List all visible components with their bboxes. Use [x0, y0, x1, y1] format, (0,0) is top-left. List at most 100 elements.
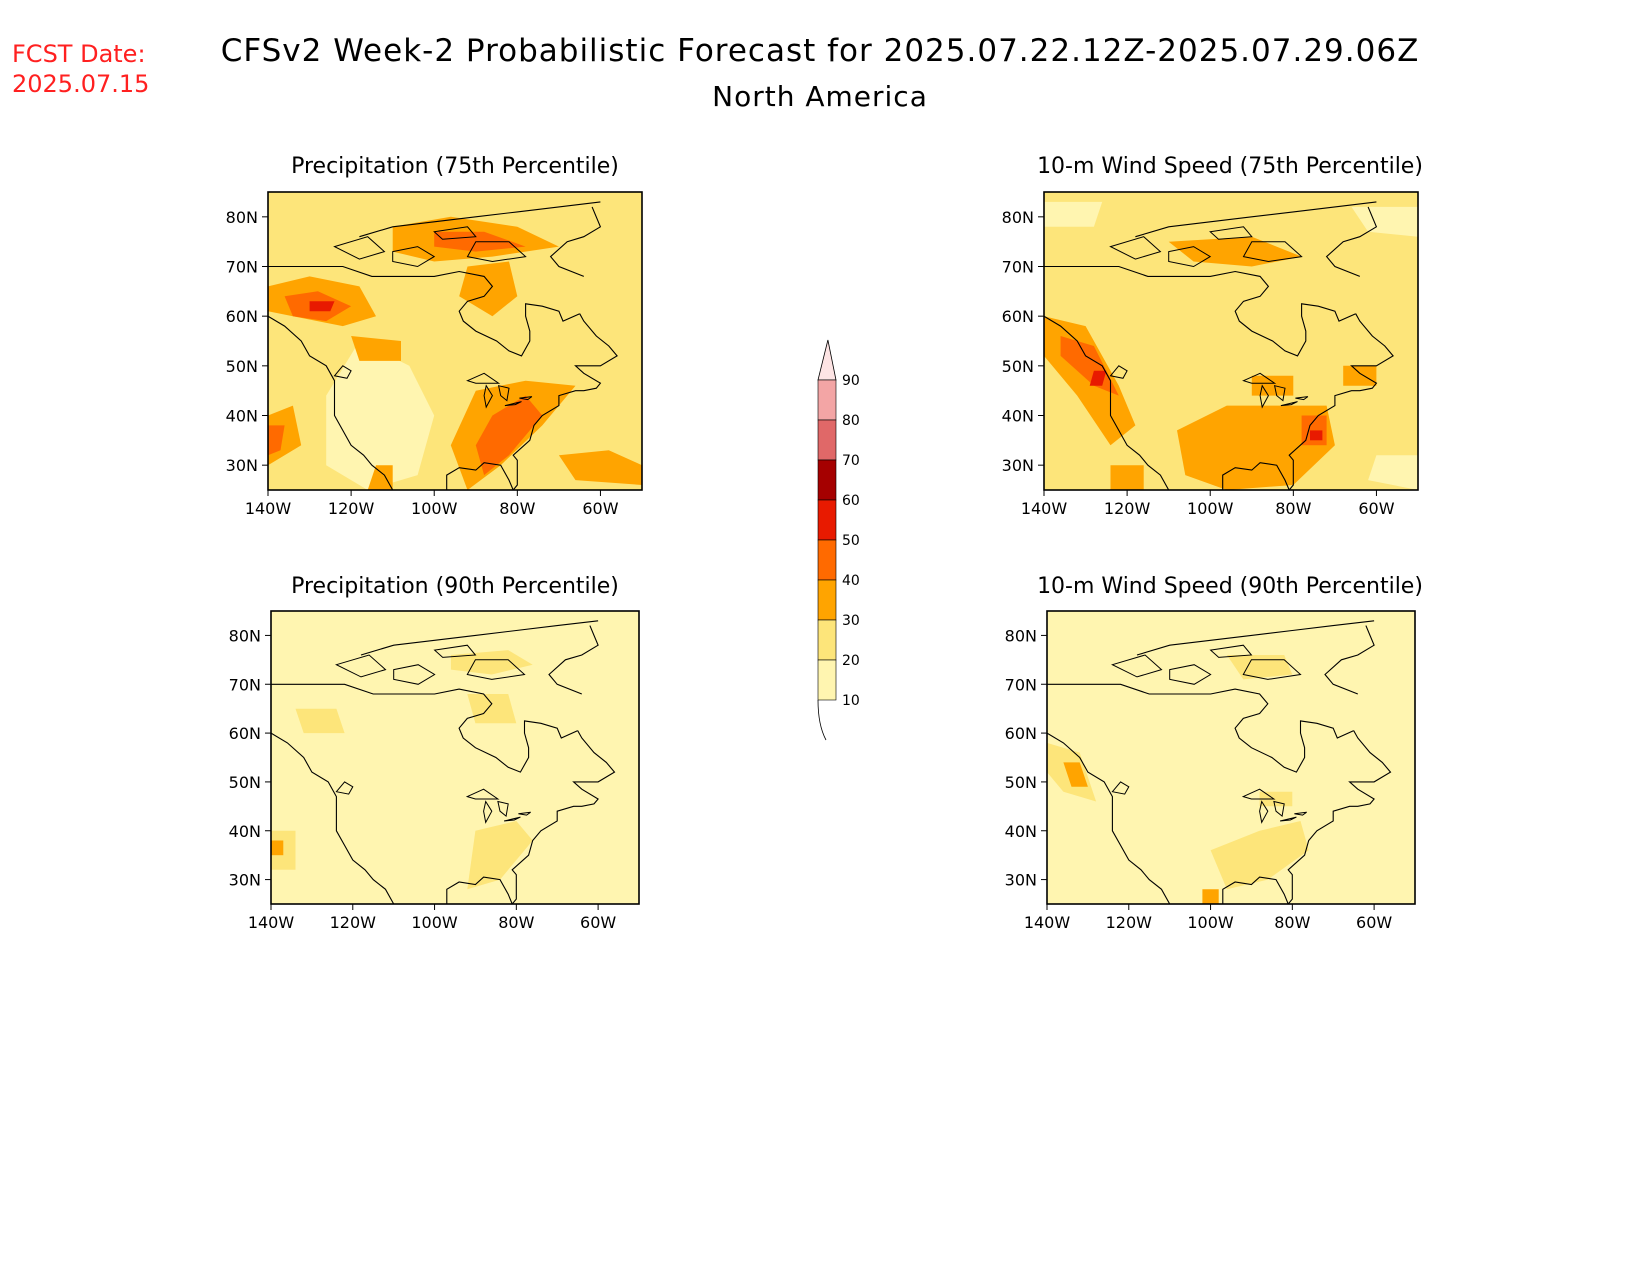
colorbar-label: 80	[842, 413, 860, 429]
lat-tick-label: 50N	[1002, 357, 1034, 376]
coastline-4	[549, 206, 602, 277]
panel-title-precip90: Precipitation (90th Percentile)	[291, 574, 619, 599]
lake-island-outline-8	[1209, 226, 1253, 240]
lon-tick-label: 100W	[411, 499, 458, 518]
lon-tick-label: 100W	[1187, 913, 1234, 932]
probability-contour-2	[1368, 455, 1418, 490]
lake-island-outline-2	[1273, 385, 1286, 402]
map-frame	[270, 610, 640, 905]
coastline-0	[271, 732, 395, 904]
lon-tick-label: 120W	[328, 499, 375, 518]
colorbar-label: 60	[842, 493, 860, 509]
map-panel-wind90: 140W 120W 100W 80W 60W 30N 40N 50N 60N 70N 80N	[1005, 610, 1416, 932]
coastline-4	[548, 625, 599, 695]
colorbar-swatch-0	[817, 659, 837, 701]
lon-tick-label: 60W	[580, 913, 616, 932]
lat-tick-label: 30N	[229, 871, 261, 890]
probability-contour-5	[1202, 889, 1219, 904]
lake-island-outline-4	[1294, 811, 1307, 816]
lake-island-outline-8	[433, 644, 477, 658]
colorbar-swatch-7	[817, 379, 837, 421]
coastline-2	[1044, 265, 1356, 357]
lake-island-outline-7	[1242, 659, 1302, 680]
lat-tick-label: 30N	[226, 456, 258, 475]
lake-island-outline-7	[1242, 241, 1303, 263]
probability-contour-12	[367, 465, 393, 490]
lon-tick-label: 140W	[245, 499, 292, 518]
lake-island-outline-0	[466, 372, 501, 384]
colorbar-swatch-6	[817, 419, 837, 461]
lake-island-outline-6	[392, 246, 436, 268]
lake-island-outline-1	[483, 384, 493, 409]
lon-tick-label: 80W	[1275, 499, 1311, 518]
lon-tick-label: 60W	[582, 499, 618, 518]
lon-tick-label: 100W	[411, 913, 458, 932]
lat-tick-label: 50N	[229, 773, 261, 792]
lake-island-outline-5	[1111, 781, 1130, 795]
lat-tick-label: 70N	[229, 675, 261, 694]
coastline-1	[1222, 313, 1394, 490]
probability-contour-10	[1251, 375, 1294, 396]
colorbar-swatch-1	[817, 619, 837, 661]
lon-tick-label: 80W	[499, 499, 535, 518]
lake-island-outline-2	[1273, 800, 1285, 818]
lake-island-outline-6	[393, 664, 436, 685]
probability-contour-6	[459, 261, 518, 317]
coastline-2	[268, 265, 580, 357]
lake-island-outline-7	[466, 659, 526, 680]
lake-island-outline-1	[483, 800, 493, 824]
lon-tick-label: 120W	[1104, 499, 1151, 518]
lake-island-outline-0	[1241, 788, 1276, 800]
colorbar-top-extension	[817, 339, 837, 381]
colorbar-label: 40	[842, 573, 860, 589]
lat-tick-label: 60N	[229, 724, 261, 743]
lake-island-outline-7	[466, 241, 527, 263]
lon-tick-label: 140W	[1021, 499, 1068, 518]
probability-contour-12	[1110, 465, 1144, 490]
lake-island-outline-2	[497, 385, 510, 402]
coastline-2	[1047, 683, 1354, 773]
probability-contour-11	[1343, 365, 1377, 386]
lon-tick-label: 80W	[1274, 913, 1310, 932]
lon-tick-label: 100W	[1187, 499, 1234, 518]
lat-tick-label: 40N	[226, 407, 258, 426]
lat-tick-label: 50N	[226, 357, 258, 376]
probability-contour-0	[1044, 201, 1103, 227]
lake-island-outline-6	[1169, 664, 1212, 685]
lake-island-outline-0	[465, 788, 500, 800]
coastline-0	[1044, 315, 1170, 490]
lake-island-outline-9	[333, 236, 386, 260]
coastline-3	[360, 620, 599, 656]
probability-contour-4	[467, 694, 517, 724]
lake-island-outline-4	[1295, 396, 1309, 401]
lake-island-outline-2	[497, 800, 509, 818]
map-panel-wind75: 140W 120W 100W 80W 60W 30N 40N 50N 60N 70N 80N	[1002, 191, 1419, 518]
probability-contour-3	[309, 301, 335, 312]
probability-contour-5	[467, 821, 533, 890]
lon-tick-label: 120W	[330, 913, 377, 932]
coastline-1	[446, 730, 616, 904]
coastline-3	[1136, 620, 1375, 656]
colorbar-swatch-5	[817, 459, 837, 501]
colorbar-label: 70	[842, 453, 860, 469]
lon-tick-label: 120W	[1106, 913, 1153, 932]
coastline-0	[1047, 732, 1171, 904]
lake-island-outline-8	[1209, 644, 1253, 658]
lake-island-outline-9	[1109, 236, 1162, 260]
probability-contour-1	[271, 840, 284, 856]
map-frame	[1046, 610, 1416, 905]
lake-island-outline-5	[1109, 365, 1128, 379]
probability-contour-13	[351, 336, 401, 361]
probability-contour-5	[1089, 370, 1107, 386]
lake-island-outline-3	[1279, 816, 1297, 822]
lat-tick-label: 80N	[229, 626, 261, 645]
colorbar-bottom-extension	[817, 699, 827, 741]
panel-title-wind75: 10-m Wind Speed (75th Percentile)	[1037, 154, 1423, 179]
probability-contour-1	[1351, 206, 1418, 237]
lake-island-outline-5	[335, 781, 354, 795]
colorbar-label: 30	[842, 613, 860, 629]
colorbar-label: 50	[842, 533, 860, 549]
panel-title-wind90: 10-m Wind Speed (90th Percentile)	[1037, 574, 1423, 599]
fcst-date-value: 2025.07.15	[12, 70, 149, 98]
lat-tick-label: 80N	[226, 208, 258, 227]
